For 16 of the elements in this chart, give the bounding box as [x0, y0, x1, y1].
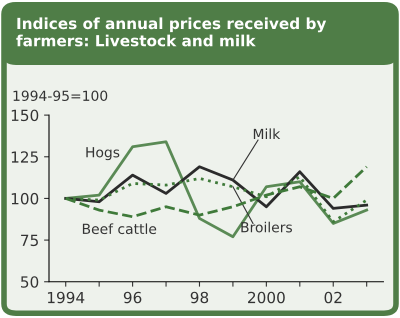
text: Milk	[254, 128, 280, 139]
x-tick-label: 02	[324, 292, 342, 304]
x-tick-label: 1994	[48, 292, 84, 304]
text: Broilers	[241, 222, 292, 232]
y-tick-label: 150	[12, 110, 38, 122]
series-label: Hogs	[86, 147, 120, 160]
x-tick-label: 98	[190, 292, 208, 304]
y-tick-label: 75	[21, 234, 38, 246]
series-label: Beef cattle	[82, 223, 156, 234]
chart-title: Indices of annual prices received by farmers: Livestock and milk	[16, 17, 326, 46]
y-tick-label: 100	[12, 192, 38, 204]
y-tick-label: 50	[21, 276, 38, 288]
x-tick-label: 96	[124, 292, 142, 304]
y-axis-title: 1994-95=100	[14, 90, 108, 102]
x-tick-label: 2000	[248, 292, 285, 304]
y-tick-label: 125	[12, 151, 38, 163]
